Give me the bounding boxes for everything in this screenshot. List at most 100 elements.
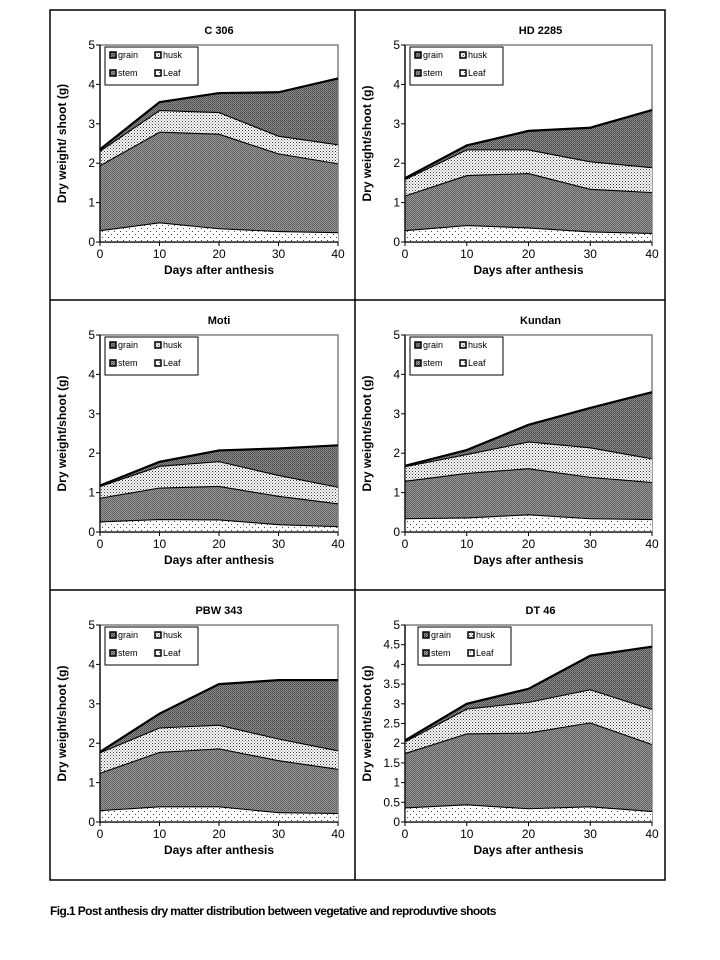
y-tick-label: 4 [393, 77, 400, 91]
area-grain [405, 646, 652, 742]
area-line-grain [404, 108, 653, 180]
legend-label: stem [118, 358, 138, 368]
area-line-grain [404, 391, 653, 467]
x-axis-title: Days after anthesis [473, 843, 583, 857]
x-tick-label: 0 [97, 827, 104, 841]
area-line-stem [404, 721, 653, 755]
legend-swatch-husk [459, 51, 467, 59]
area-stem [405, 722, 652, 811]
area-leaf [100, 518, 338, 532]
legend-label: grain [118, 340, 138, 350]
area-grain [100, 680, 338, 753]
area-stem [405, 468, 652, 519]
legend: grain husk stem Leaf [104, 626, 199, 666]
x-tick-label: 10 [460, 537, 474, 551]
legend-swatch-stem [109, 69, 117, 77]
legend-label: stem [431, 648, 451, 658]
y-tick-label: 5 [393, 328, 400, 342]
y-tick-label: 4 [88, 367, 95, 381]
legend-label: stem [118, 648, 138, 658]
area-grain [100, 445, 338, 487]
legend-box [417, 626, 512, 666]
x-tick-label: 30 [584, 247, 598, 261]
chart-title: C 306 [204, 25, 233, 37]
legend-swatch-stem [422, 649, 430, 657]
x-tick-label: 40 [331, 827, 345, 841]
y-tick-label: 2 [393, 156, 400, 170]
y-tick-label: 3 [393, 407, 400, 421]
x-axis-title: Days after anthesis [164, 843, 274, 857]
legend-label: stem [118, 68, 138, 78]
x-tick-label: 20 [522, 537, 536, 551]
chart-panel: C 306 0 1 2 3 4 5 0 10 20 30 40 Days after anthesis D… [55, 25, 345, 277]
y-tick-label: 0 [88, 235, 95, 249]
y-tick-label: 4.5 [383, 638, 400, 652]
x-tick-label: 0 [402, 537, 409, 551]
legend-swatch-stem [109, 359, 117, 367]
legend-label: grain [118, 50, 138, 60]
x-axis-title: Days after anthesis [473, 263, 583, 277]
area-grain [100, 78, 338, 151]
legend-swatch-leaf [467, 649, 475, 657]
x-tick-label: 40 [331, 537, 345, 551]
area-leaf [405, 225, 652, 242]
x-tick-label: 40 [645, 247, 659, 261]
legend-label: husk [468, 340, 488, 350]
legend-label: grain [423, 340, 443, 350]
y-tick-label: 4 [393, 367, 400, 381]
area-husk [100, 110, 338, 166]
x-tick-label: 0 [402, 827, 409, 841]
x-tick-label: 20 [522, 247, 536, 261]
y-tick-label: 3 [393, 117, 400, 131]
x-axis-title: Days after anthesis [473, 553, 583, 567]
area-stem [100, 748, 338, 813]
x-tick-label: 20 [212, 827, 226, 841]
legend: grain husk stem Leaf [104, 46, 199, 86]
y-tick-label: 1 [88, 486, 95, 500]
x-tick-label: 30 [584, 827, 598, 841]
area-husk [405, 441, 652, 482]
x-tick-label: 10 [460, 247, 474, 261]
y-tick-label: 0 [393, 235, 400, 249]
x-tick-label: 30 [272, 247, 286, 261]
legend-box [104, 626, 199, 666]
figure-frame [49, 9, 666, 881]
chart-title: Kundan [520, 315, 561, 327]
area-line-grain [99, 444, 339, 487]
x-tick-label: 30 [272, 827, 286, 841]
legend-swatch-husk [467, 631, 475, 639]
y-tick-label: 2.5 [383, 717, 400, 731]
y-tick-label: 2 [88, 736, 95, 750]
y-axis-title: Dry weight/shoot (g) [360, 666, 374, 782]
y-axis-title: Dry weight/shoot (g) [360, 376, 374, 492]
area-line-leaf [404, 513, 653, 521]
chart-panel: HD 2285 0 1 2 3 4 5 0 10 20 30 40 Days after anthesi… [360, 25, 659, 277]
legend-label: Leaf [468, 358, 486, 368]
legend-swatch-grain [109, 631, 117, 639]
y-tick-label: 3 [393, 697, 400, 711]
area-husk [405, 149, 652, 196]
legend-label: husk [468, 50, 488, 60]
y-tick-label: 0 [393, 525, 400, 539]
legend-box [104, 336, 199, 376]
y-tick-label: 3 [88, 407, 95, 421]
y-tick-label: 1 [393, 486, 400, 500]
y-axis-title: Dry weight/shoot (g) [360, 86, 374, 202]
legend-box [104, 46, 199, 86]
y-tick-label: 5 [393, 38, 400, 52]
y-tick-label: 5 [88, 328, 95, 342]
area-leaf [405, 804, 652, 822]
legend-swatch-husk [154, 631, 162, 639]
area-leaf [100, 806, 338, 822]
y-tick-label: 0.5 [383, 795, 400, 809]
legend-label: husk [163, 630, 183, 640]
legend: grain husk stem Leaf [104, 336, 199, 376]
x-tick-label: 40 [645, 827, 659, 841]
x-tick-label: 40 [331, 247, 345, 261]
y-tick-label: 1 [393, 196, 400, 210]
y-axis-title: Dry weight/shoot (g) [55, 376, 69, 492]
legend-box [409, 46, 504, 86]
legend-swatch-grain [414, 341, 422, 349]
area-line-grain [404, 645, 653, 742]
legend-swatch-stem [109, 649, 117, 657]
